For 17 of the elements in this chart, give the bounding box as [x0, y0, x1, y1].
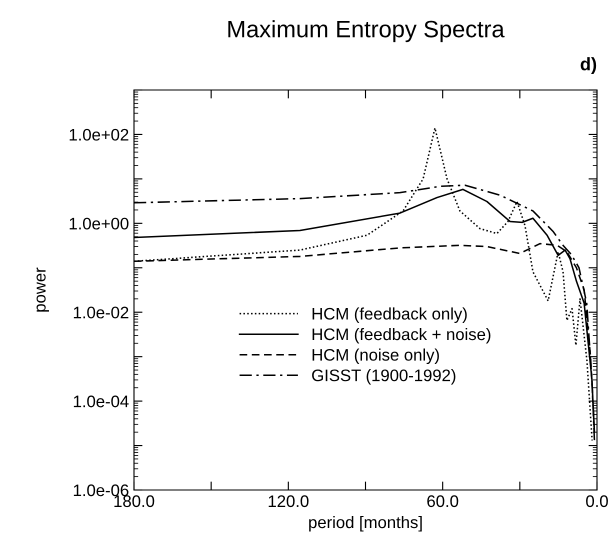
legend-label: HCM (feedback only) — [312, 307, 467, 323]
legend-label: HCM (noise only) — [312, 348, 439, 364]
x-tick-label: 60.0 — [427, 495, 458, 508]
y-tick-label: 1.0e-06 — [74, 484, 128, 496]
y-tick-label: 1.0e+00 — [70, 218, 128, 230]
y-axis-title: power — [36, 268, 49, 312]
legend-label: HCM (feedback + noise) — [312, 328, 490, 344]
y-tick-label: 1.0e+02 — [70, 128, 128, 141]
x-tick-label: 0.0 — [586, 495, 608, 508]
legend-label: GISST (1900-1992) — [312, 369, 456, 385]
chart-title: Maximum Entropy Spectra — [228, 20, 505, 42]
text: d) — [580, 57, 596, 74]
x-axis-title: period [months] — [309, 516, 422, 532]
y-tick-label: 1.0e-02 — [74, 306, 128, 318]
x-tick-label: 120.0 — [268, 495, 309, 508]
y-tick-label: 1.0e-04 — [74, 396, 129, 408]
x-tick-label: 180.0 — [114, 495, 154, 508]
